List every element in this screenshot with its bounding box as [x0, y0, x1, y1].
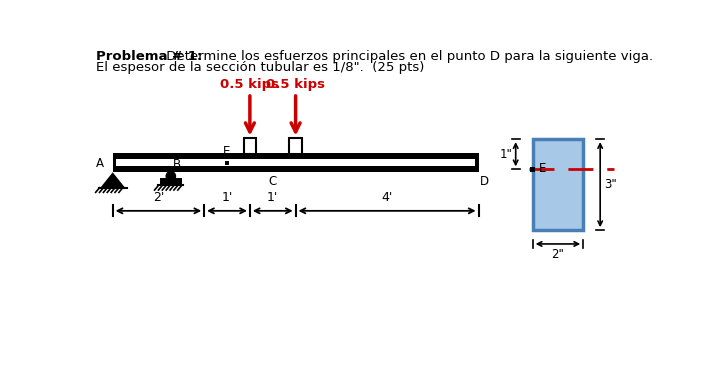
Text: 3": 3"	[604, 178, 617, 191]
Circle shape	[166, 171, 175, 181]
Text: C: C	[269, 175, 277, 188]
Text: D: D	[480, 175, 489, 188]
Text: E: E	[223, 145, 231, 158]
Text: 0.5 kips: 0.5 kips	[221, 79, 280, 92]
Text: 2': 2'	[153, 191, 164, 204]
Text: 0.5 kips: 0.5 kips	[266, 79, 325, 92]
Polygon shape	[100, 173, 125, 188]
Text: El espesor de la sección tubular es 1/8".  (25 pts): El espesor de la sección tubular es 1/8"…	[96, 61, 425, 74]
Text: E: E	[539, 162, 546, 175]
Bar	[531, 167, 535, 171]
Bar	[225, 161, 229, 165]
Text: 1": 1"	[499, 148, 513, 161]
Text: 2": 2"	[552, 248, 564, 261]
Bar	[533, 139, 583, 230]
Text: Determine los esfuerzos principales en el punto D para la siguiente viga.: Determine los esfuerzos principales en e…	[162, 50, 652, 63]
Bar	[475, 153, 478, 173]
Text: A: A	[96, 157, 104, 170]
Text: 1': 1'	[267, 191, 278, 204]
Bar	[113, 166, 478, 173]
Bar	[160, 178, 182, 186]
Bar	[113, 153, 478, 159]
Text: B: B	[173, 158, 181, 171]
Bar	[290, 138, 302, 154]
Bar	[113, 153, 478, 173]
Text: 4': 4'	[381, 191, 392, 204]
Bar	[244, 138, 256, 154]
Text: 1': 1'	[221, 191, 233, 204]
Text: Problema # 1:: Problema # 1:	[96, 50, 202, 63]
Bar	[113, 153, 116, 173]
